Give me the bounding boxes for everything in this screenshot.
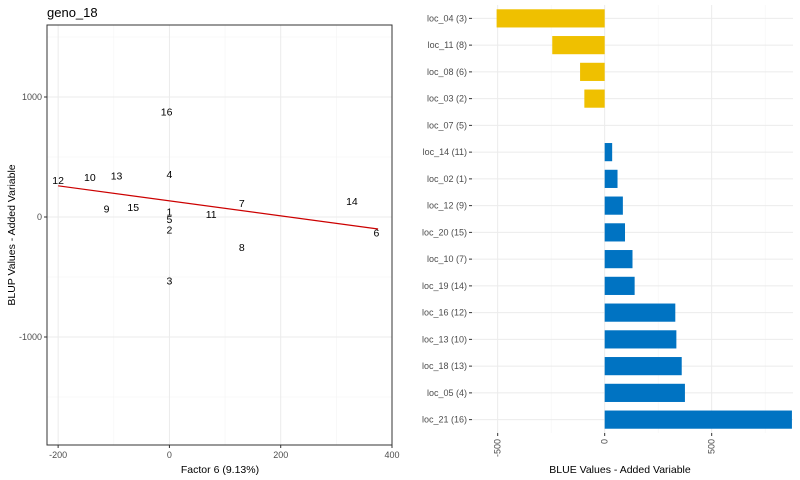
bar-loc-20-15 [604,223,626,242]
scatter-point-10: 10 [84,172,96,184]
scatter-point-2: 2 [166,225,172,237]
bar-category-label: loc_10 (7) [427,254,467,264]
bar-category-label: loc_21 (16) [422,415,467,425]
bar-loc-02-1 [604,169,618,188]
bar-loc-19-14 [604,276,635,295]
bar-category-label: loc_04 (3) [427,13,467,23]
bar-category-label: loc_02 (1) [427,174,467,184]
scatter-point-3: 3 [166,276,172,288]
bar-category-label: loc_12 (9) [427,201,467,211]
bar-loc-12-9 [604,196,623,215]
scatter-x-ticks: -200 0 200 400 [49,445,400,460]
bar-x-tick-label: 500 [707,439,717,454]
scatter-point-15: 15 [127,202,139,214]
scatter-y-tick-label: -1000 [19,332,42,342]
bar-loc-16-12 [604,303,676,322]
bar-loc-21-16 [604,410,792,429]
bar-x-tick-label: -500 [493,439,503,457]
scatter-y-ticks: -1000 0 1000 [19,92,47,342]
bar-category-label: loc_20 (15) [422,227,467,237]
scatter-gridlines [47,25,393,445]
regression-line [58,185,379,230]
scatter-point-1: 1 [166,207,172,219]
scatter-point-14: 14 [346,196,358,208]
scatter-point-11: 11 [206,209,217,221]
bar-loc-14-11 [604,143,613,162]
bar-category-label: loc_03 (2) [427,94,467,104]
bar-category-labels: loc_04 (3) loc_11 (8) loc_08 (6) loc_03 (2)… [422,13,472,425]
bar-loc-13-10 [604,330,677,349]
scatter-point-7: 7 [239,198,245,210]
scatter-point-5: 5 [166,214,172,226]
scatter-point-9: 9 [104,204,110,216]
scatter-x-tick-label: 0 [167,450,172,460]
bar-loc-10-7 [604,250,633,269]
bar-category-label: loc_11 (8) [428,40,467,50]
bar-x-axis-title: BLUE Values - Added Variable [549,464,691,476]
bar-x-ticks: -500 0 500 [493,433,717,457]
scatter-point-13: 13 [111,171,123,183]
scatter-title: geno_18 [47,5,98,20]
scatter-point-12: 12 [52,175,64,187]
bar-category-label: loc_07 (5) [427,120,467,130]
scatter-x-axis-title: Factor 6 (9.13%) [181,464,259,476]
scatter-point-4: 4 [166,169,172,181]
bar-category-label: loc_08 (6) [427,67,467,77]
scatter-point-16: 16 [161,106,173,118]
bar-loc-03-2 [584,89,605,108]
bar-loc-11-8 [552,36,605,55]
bar-loc-05-4 [604,383,685,402]
bar-loc-08-6 [580,62,605,81]
bar-category-label: loc_13 (10) [422,334,467,344]
bar-chart: loc_04 (3) loc_11 (8) loc_08 (6) loc_03 (2)… [422,5,793,476]
bar-marks [496,9,792,429]
bar-category-label: loc_05 (4) [427,388,467,398]
scatter-y-tick-label: 1000 [22,92,42,102]
bar-category-label: loc_14 (11) [423,147,467,157]
bar-loc-18-13 [604,357,682,376]
bar-x-tick-label: 0 [600,439,610,444]
scatter-x-tick-label: 200 [273,450,288,460]
bar-category-label: loc_16 (12) [422,308,467,318]
scatter-panel-border [46,24,393,446]
scatter-point-6: 6 [373,228,379,240]
bar-category-label: loc_19 (14) [422,281,467,291]
bar-category-label: loc_18 (13) [422,361,467,371]
scatter-x-tick-label: 400 [384,450,399,460]
scatter-point-8: 8 [239,242,245,254]
scatter-y-axis-title: BLUP Values - Added Variable [6,164,18,305]
bar-loc-04-3 [496,9,605,28]
scatter-x-tick-label: -200 [49,450,67,460]
scatter-y-tick-label: 0 [37,212,42,222]
